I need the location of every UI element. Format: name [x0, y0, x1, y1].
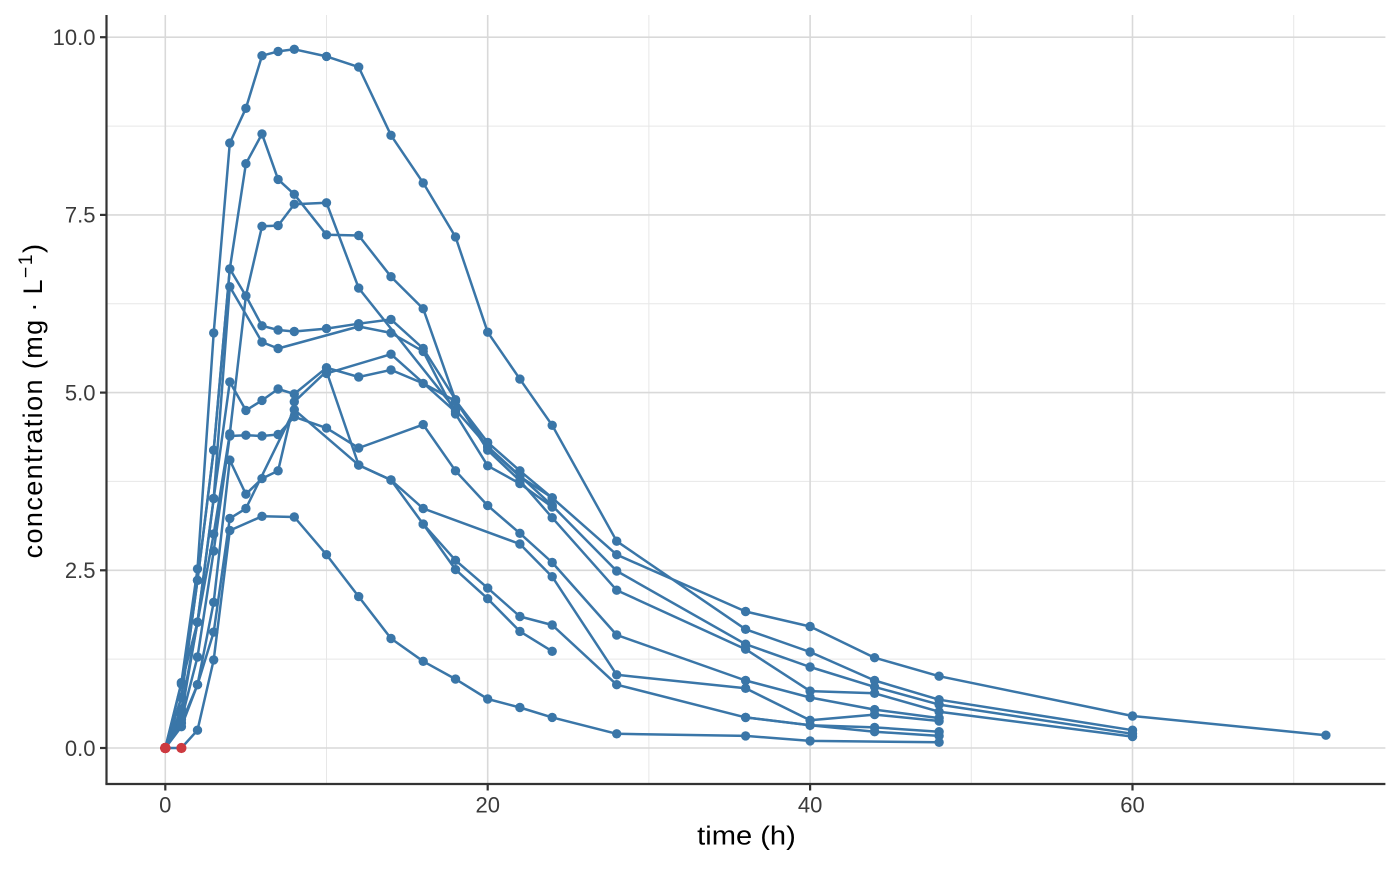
svg-text:7.5: 7.5 [65, 203, 96, 228]
svg-text:0: 0 [159, 793, 171, 818]
svg-text:time (h): time (h) [697, 823, 796, 851]
svg-text:5.0: 5.0 [65, 380, 96, 405]
svg-text:40: 40 [798, 793, 822, 818]
svg-text:2.5: 2.5 [65, 558, 96, 583]
svg-text:0.0: 0.0 [65, 736, 96, 761]
svg-text:20: 20 [475, 793, 499, 818]
svg-text:10.0: 10.0 [53, 25, 96, 50]
svg-text:60: 60 [1120, 793, 1144, 818]
svg-text:concentration (mg · L−1): concentration (mg · L−1) [15, 243, 48, 559]
